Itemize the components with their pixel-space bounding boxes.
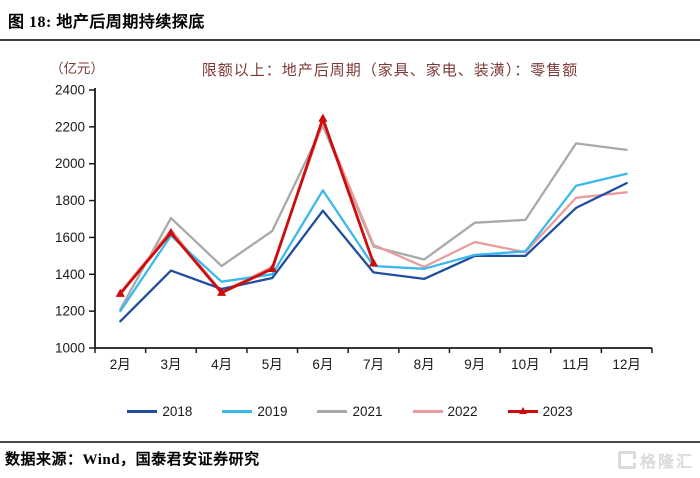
chart-legend: 2018 2019 2021 2022 2023 xyxy=(0,399,700,423)
y-tick-label: 1400 xyxy=(55,267,85,282)
x-tick-label: 11月 xyxy=(562,357,590,372)
legend-triangle-marker-icon xyxy=(518,406,527,414)
footer-divider-line xyxy=(0,441,700,443)
x-tick-label: 7月 xyxy=(363,357,384,372)
legend-label-2022: 2022 xyxy=(447,403,478,419)
legend-item-2022: 2022 xyxy=(412,403,478,419)
y-axis-unit-label: （亿元） xyxy=(50,61,104,76)
y-tick-label: 1200 xyxy=(55,304,85,319)
gelonghui-watermark: 格隆汇 xyxy=(617,448,694,472)
series-marker-2023 xyxy=(166,227,176,237)
legend-item-2023: 2023 xyxy=(507,403,573,419)
legend-item-2018: 2018 xyxy=(127,404,192,419)
x-tick-label: 3月 xyxy=(160,357,181,372)
y-tick-label: 1600 xyxy=(55,230,85,245)
legend-label-2023: 2023 xyxy=(542,403,573,419)
series-marker-2023 xyxy=(216,287,227,296)
series-line-2023 xyxy=(118,117,375,296)
title-divider-line xyxy=(0,39,700,41)
series-line-2021 xyxy=(119,124,628,311)
x-tick-label: 4月 xyxy=(211,357,232,372)
legend-swatch-2021 xyxy=(317,409,348,413)
x-tick-label: 5月 xyxy=(262,357,283,372)
x-tick-label: 8月 xyxy=(414,357,435,372)
line-chart: 1000 1200 1400 1600 1800 2000 2200 2400 2月 3月 4月 5月… xyxy=(55,83,653,372)
series-line-2018 xyxy=(119,181,628,323)
x-tick-label: 12月 xyxy=(612,357,641,372)
series-marker-2023 xyxy=(115,288,125,297)
legend-label-2021: 2021 xyxy=(352,403,383,419)
x-tick-label: 2月 xyxy=(110,357,131,372)
legend-item-2019: 2019 xyxy=(222,404,287,419)
series-marker-2023 xyxy=(368,258,379,267)
legend-label-2018: 2018 xyxy=(162,403,193,419)
series-marker-2023 xyxy=(318,113,328,122)
legend-label-2019: 2019 xyxy=(257,403,288,419)
y-tick-label: 2400 xyxy=(55,83,85,98)
series-marker-2023 xyxy=(267,263,277,272)
data-source-note: 数据来源：Wind，国泰君安证券研究 xyxy=(5,452,260,468)
gelonghui-logo-text: 格隆汇 xyxy=(639,454,694,471)
y-tick-label: 1800 xyxy=(55,193,85,208)
y-tick-label: 2000 xyxy=(55,156,85,171)
x-tick-label: 9月 xyxy=(464,357,485,372)
legend-swatch-2019 xyxy=(222,409,253,413)
gelonghui-logo-icon xyxy=(617,451,637,469)
x-tick-label: 10月 xyxy=(511,357,540,372)
legend-item-2021: 2021 xyxy=(317,403,383,419)
figure-title: 图 18: 地产后周期持续探底 xyxy=(8,14,205,31)
y-tick-label: 1000 xyxy=(55,341,85,356)
legend-swatch-2018 xyxy=(127,409,158,413)
y-tick-label: 2200 xyxy=(55,119,85,134)
chart-title: 限额以上：地产后周期（家具、家电、装潢）：零售额 xyxy=(201,63,579,79)
x-tick-label: 6月 xyxy=(312,357,333,372)
legend-swatch-2022 xyxy=(412,409,443,413)
legend-swatch-2023 xyxy=(507,406,538,414)
